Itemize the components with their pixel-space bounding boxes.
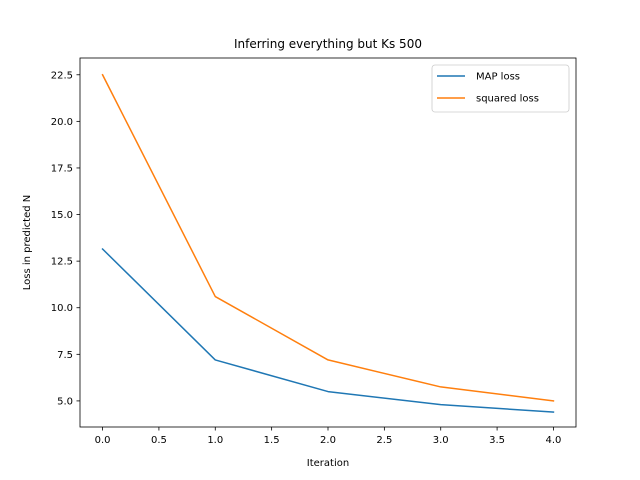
series-layer	[101, 73, 555, 413]
chart-title: Inferring everything but Ks 500	[234, 37, 422, 51]
y-tick-label: 20.0	[51, 117, 73, 128]
y-tick-label: 15.0	[51, 210, 73, 221]
x-tick-label: 2.5	[376, 435, 392, 446]
y-tick-label: 10.0	[51, 303, 73, 314]
x-tick-label: 3.0	[433, 435, 449, 446]
x-tick-label: 0.5	[151, 435, 167, 446]
y-tick-label: 7.5	[57, 350, 73, 361]
y-tick-label: 17.5	[51, 163, 73, 174]
x-tick-label: 4.0	[546, 435, 562, 446]
legend-label-map-loss: MAP loss	[476, 72, 520, 83]
y-axis-ticks: 5.0 7.5 10.0 12.5 15.0 17.5 20.0 22.5	[51, 70, 80, 407]
legend-label-squared-loss: squared loss	[476, 94, 539, 105]
x-axis-label: Iteration	[307, 458, 349, 469]
x-tick-label: 1.5	[264, 435, 280, 446]
series-line-map-loss	[101, 247, 555, 413]
x-tick-label: 1.0	[207, 435, 223, 446]
x-axis-ticks: 0.0 0.5 1.0 1.5 2.0 2.5 3.0 3.5 4.0	[95, 427, 562, 446]
x-tick-label: 0.0	[95, 435, 111, 446]
plot-area-frame	[79, 57, 577, 428]
y-tick-label: 5.0	[57, 396, 73, 407]
y-tick-label: 12.5	[51, 257, 73, 268]
y-axis-label: Loss in predicted N	[22, 195, 33, 291]
legend: MAP loss squared loss	[431, 64, 570, 113]
legend-box	[431, 64, 570, 113]
x-tick-label: 3.5	[489, 435, 505, 446]
y-tick-label: 22.5	[51, 70, 73, 81]
x-tick-label: 2.0	[320, 435, 336, 446]
series-line-squared-loss	[101, 73, 555, 402]
